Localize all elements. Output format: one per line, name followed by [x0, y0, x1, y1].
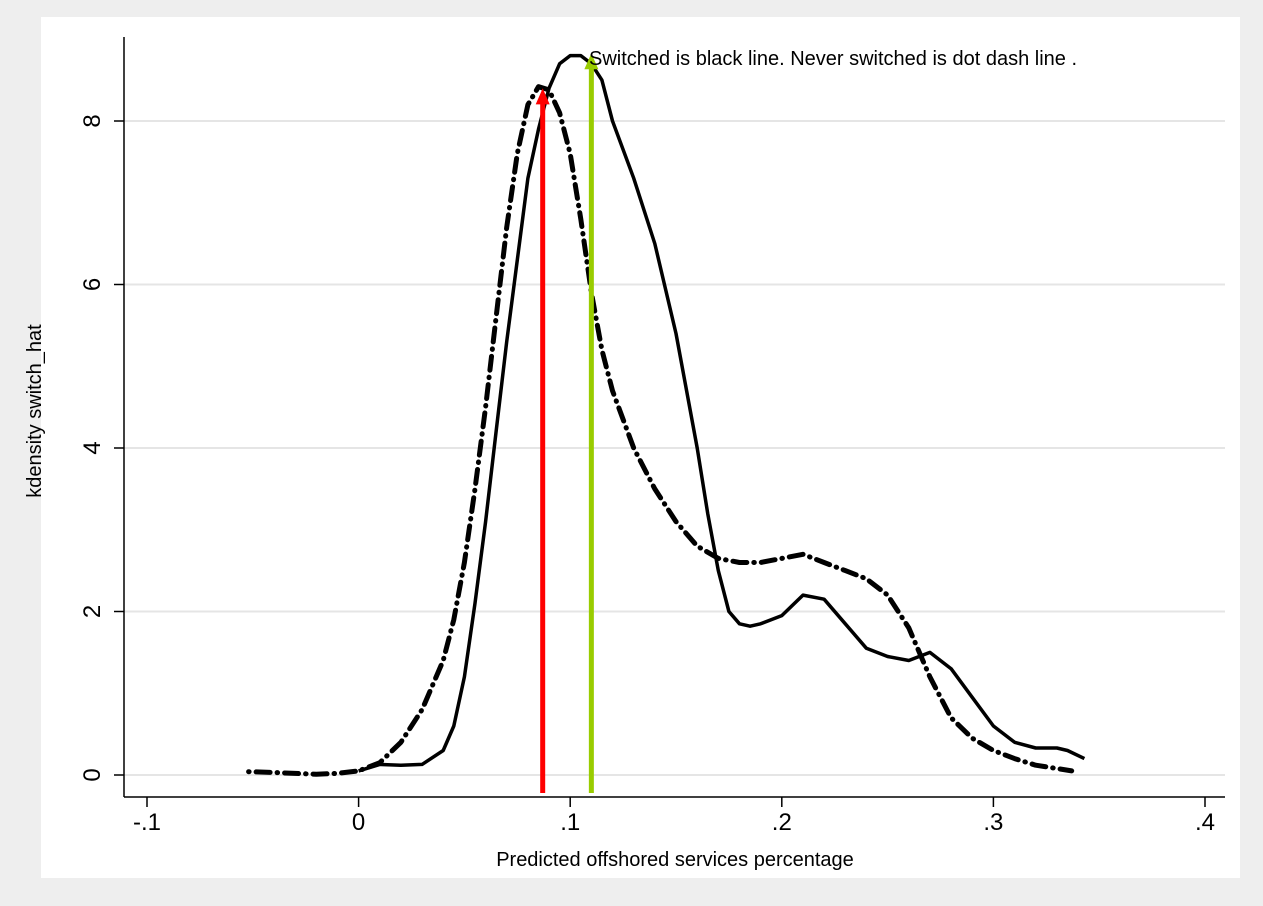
- y-tick-label-1: 2: [79, 605, 106, 618]
- y-tick-label-3: 6: [79, 278, 106, 291]
- y-tick-label-0: 0: [79, 768, 106, 781]
- axes: 0 2 4 6 8 -.1 0 .1 .2 .3 .4: [79, 37, 1225, 836]
- x-tick-label-1: 0: [352, 809, 365, 836]
- y-tick-label-4: 8: [79, 114, 106, 127]
- series-line-switched: [358, 53, 1086, 773]
- x-tick-label-2: .1: [560, 809, 580, 836]
- y-axis-title: kdensity switch_hat: [24, 324, 46, 498]
- series-line-never-switched: [246, 84, 1075, 777]
- x-tick-label-3: .2: [772, 809, 792, 836]
- y-tick-label-2: 4: [79, 441, 106, 454]
- x-tick-label-4: .3: [983, 809, 1003, 836]
- marker-arrowhead-1: [584, 53, 599, 70]
- x-tick-label-0: -.1: [133, 809, 161, 836]
- series-layer: [246, 53, 1086, 777]
- x-tick-label-5: .4: [1195, 809, 1215, 836]
- chart-annotation: Switched is black line. Never switched i…: [589, 48, 1077, 70]
- vertical-markers: [535, 53, 599, 793]
- x-axis-title: Predicted offshored services percentage: [496, 849, 854, 871]
- marker-arrowhead-0: [535, 88, 550, 105]
